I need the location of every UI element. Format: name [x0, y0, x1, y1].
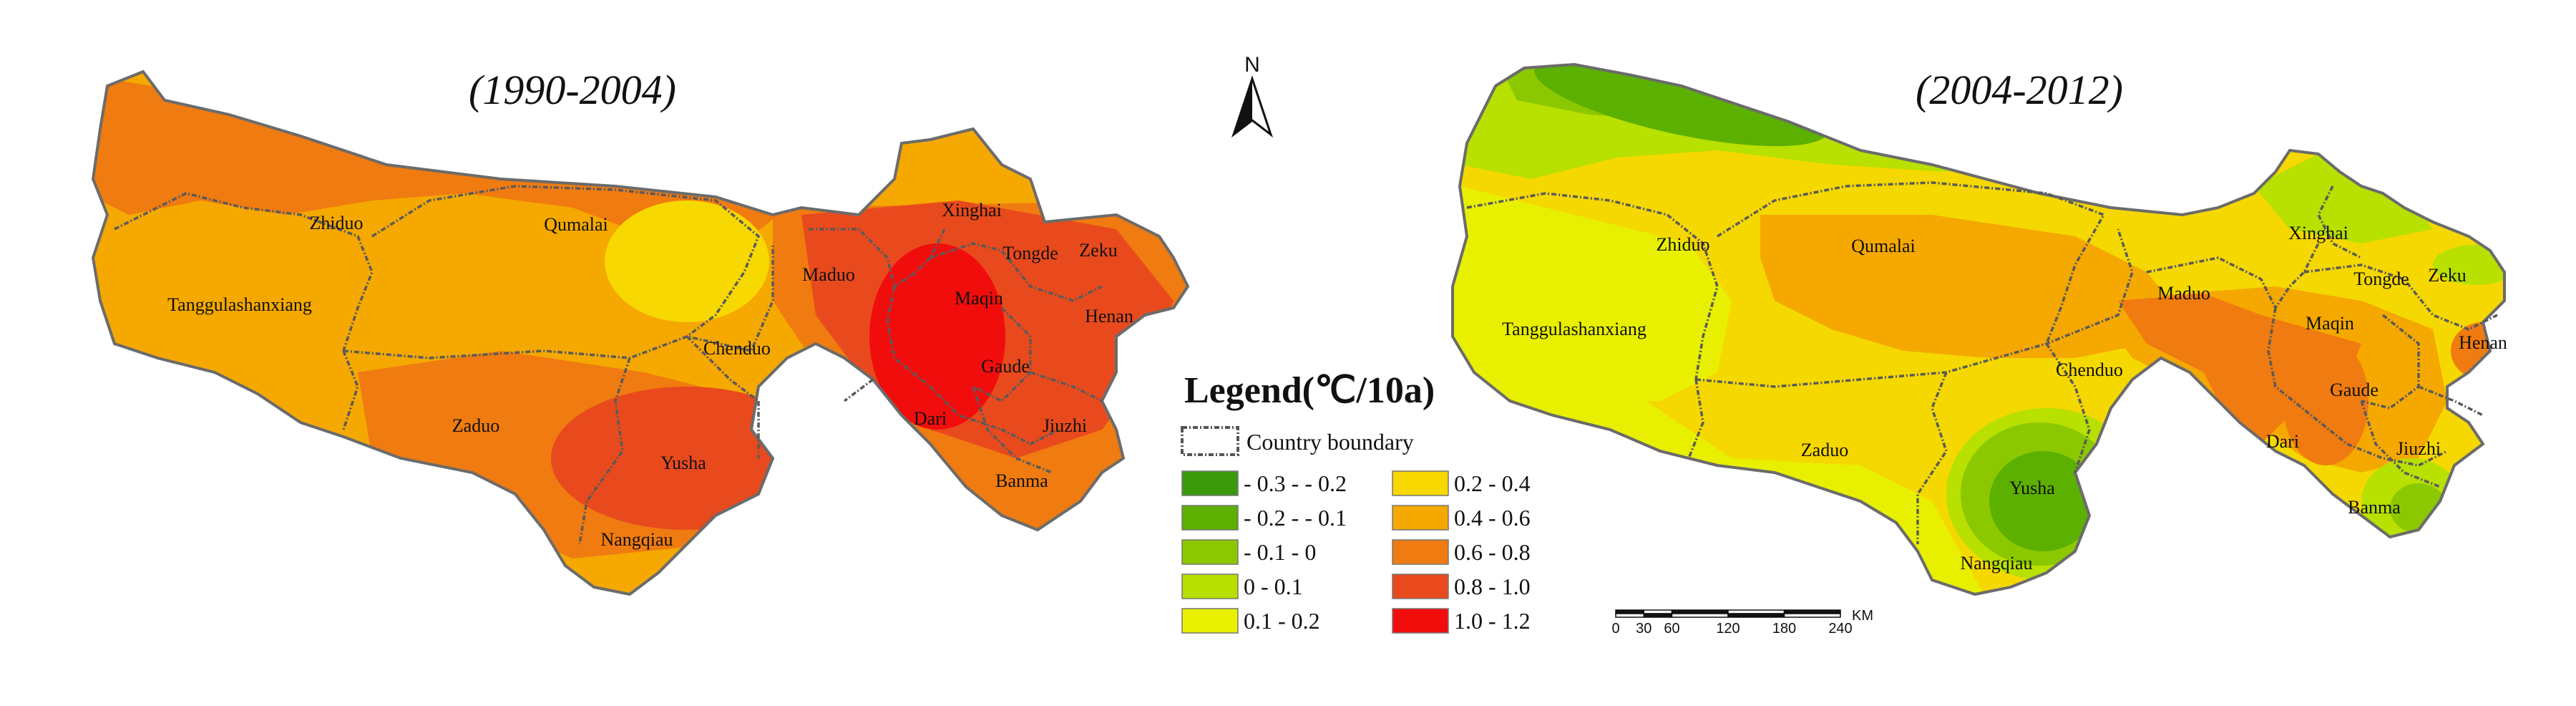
scale-bar-tick-label: 180	[1772, 621, 1796, 637]
legend-swatch	[1181, 505, 1239, 531]
north-arrow-label: N	[1244, 53, 1260, 77]
county-label-chenduo: Chenduo	[703, 338, 771, 359]
map-title: (1990-2004)	[469, 67, 676, 113]
county-label-qumalai: Qumalai	[544, 214, 608, 235]
zone--0.2--0.1	[1534, 64, 1829, 147]
zone-0-0.1	[2254, 150, 2433, 243]
zone-0.1-0.2	[1453, 179, 1732, 401]
zone-1.0-1.2	[869, 243, 1005, 430]
county-label-yusha: Yusha	[660, 453, 706, 473]
legend-swatch	[1181, 470, 1239, 496]
county-label-maduo: Maduo	[802, 264, 855, 285]
county-label-jiuzhi: Jiuzhi	[1043, 415, 1087, 436]
county-label-gaude: Gaude	[2330, 379, 2379, 400]
county-label-gaude: Gaude	[981, 356, 1030, 377]
county-label-maqin: Maqin	[2306, 313, 2354, 334]
scale-bar-segment	[1783, 613, 1841, 618]
county-label-yusha: Yusha	[2009, 478, 2055, 498]
legend-label: 0.1 - 0.2	[1244, 608, 1320, 634]
scale-bar-segment	[1615, 613, 1644, 618]
scale-bar-tick-label: 30	[1636, 621, 1652, 637]
legend-label: 0.8 - 1.0	[1454, 574, 1531, 599]
zone--0.2--0.1	[1989, 451, 2097, 551]
legend-boundary-swatch	[1181, 426, 1239, 456]
legend-swatch	[1181, 608, 1239, 634]
zone-0.4-0.6	[1760, 215, 2182, 358]
county-label-zhiduo: Zhiduo	[1656, 234, 1709, 255]
legend-label: - 0.1 - 0	[1244, 539, 1316, 565]
county-labels: Zhiduo Qumalai Tanggulashanxiang Chenduo…	[167, 200, 1133, 550]
zone-0.6-0.8	[2118, 294, 2361, 444]
legend-swatch	[1392, 574, 1449, 599]
county-labels: Zhiduo Qumalai Tanggulashanxiang Chenduo…	[1502, 223, 2507, 574]
county-boundaries	[91, 69, 1190, 596]
legend-label: 0.6 - 0.8	[1454, 539, 1531, 565]
scale-bar-segment	[1643, 613, 1673, 618]
zone-0.2-0.4	[605, 200, 769, 322]
legend-swatch	[1392, 470, 1449, 496]
county-label-banma: Banma	[2348, 497, 2401, 518]
legend-label: - 0.2 - - 0.1	[1244, 505, 1347, 531]
legend-label: 0 - 0.1	[1244, 574, 1303, 599]
county-label-nangqiau: Nangqiau	[600, 529, 673, 550]
zone-0.6-0.8	[2283, 337, 2368, 465]
scale-bar-unit: KM	[1852, 608, 1873, 624]
county-label-maqin: Maqin	[955, 288, 1003, 309]
county-label-zeku: Zeku	[1079, 240, 1117, 261]
county-label-tanggulashanxiang: Tanggulashanxiang	[1502, 319, 1646, 339]
legend-title: Legend(℃/10a)	[1184, 370, 1435, 411]
scale-bar-tick-label: 60	[1664, 621, 1679, 637]
county-label-nangqiau: Nangqiau	[1960, 553, 2032, 574]
scale-bar-segment	[1671, 613, 1729, 618]
county-label-zaduo: Zaduo	[452, 415, 499, 436]
county-label-henan: Henan	[1085, 306, 1133, 327]
county-label-qumalai: Qumalai	[1851, 236, 1916, 256]
county-label-tanggulashanxiang: Tanggulashanxiang	[167, 294, 312, 315]
legend-label: 0.2 - 0.4	[1454, 470, 1531, 496]
county-label-zaduo: Zaduo	[1801, 440, 1848, 460]
county-label-dari: Dari	[2266, 431, 2299, 452]
legend-swatch	[1181, 539, 1239, 565]
county-label-xinghai: Xinghai	[2288, 223, 2348, 243]
legend-swatch	[1181, 574, 1239, 599]
legend-swatch	[1392, 608, 1449, 634]
county-label-henan: Henan	[2459, 332, 2507, 353]
north-arrow: N	[1231, 53, 1273, 138]
county-label-dari: Dari	[914, 408, 947, 429]
legend-boundary-label: Country boundary	[1246, 429, 1414, 455]
map-1990-2004: (1990-2004)	[91, 67, 1190, 596]
legend-classes: - 0.3 - - 0.2 - 0.2 - - 0.1 - 0.1 - 0 0 - 0…	[1181, 470, 1531, 634]
scale-bar-tick-label: 240	[1828, 621, 1852, 637]
scale-bar-tick-label: 120	[1716, 621, 1740, 637]
county-label-zhiduo: Zhiduo	[309, 213, 363, 233]
county-label-banma: Banma	[995, 470, 1048, 491]
county-boundaries	[1451, 62, 2506, 596]
legend-swatch	[1392, 539, 1449, 565]
legend-label: 0.4 - 0.6	[1454, 505, 1531, 531]
county-label-jiuzhi: Jiuzhi	[2396, 438, 2441, 459]
legend-label: 1.0 - 1.2	[1454, 608, 1531, 634]
map-title: (2004-2012)	[1916, 67, 2123, 113]
map-2004-2012: (2004-2012)	[1451, 62, 2507, 596]
legend: Legend(℃/10a) Country boundary - 0.3 - -…	[1181, 370, 1531, 634]
county-label-maduo: Maduo	[2157, 283, 2210, 304]
county-label-tongde: Tongde	[1002, 243, 1058, 263]
scale-bar-labels: 0 30 60 120 180 240	[1611, 621, 1852, 637]
county-label-chenduo: Chenduo	[2056, 359, 2123, 380]
scale-bar: 0 30 60 120 180 240 KM	[1611, 608, 1873, 637]
county-label-tongde: Tongde	[2353, 269, 2409, 289]
county-label-xinghai: Xinghai	[942, 200, 1002, 221]
legend-swatch	[1392, 505, 1449, 531]
scale-bar-tick-label: 0	[1611, 621, 1619, 637]
scale-bar-segments	[1615, 609, 1841, 618]
legend-label: - 0.3 - - 0.2	[1244, 470, 1347, 496]
scale-bar-segment	[1727, 613, 1785, 618]
county-label-zeku: Zeku	[2428, 265, 2466, 286]
